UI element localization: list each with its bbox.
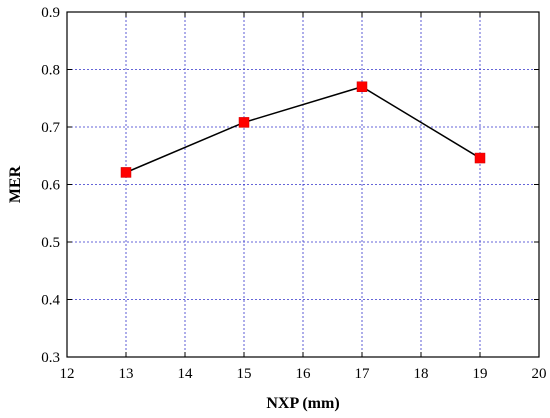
x-tick-label: 13 [119,366,134,382]
x-tick-label: 12 [60,366,75,382]
x-tick-label: 19 [473,366,488,382]
series-line [125,85,481,174]
y-tick-label: 0.7 [41,120,60,136]
data-point [474,152,486,164]
x-tick-label: 15 [237,366,252,382]
y-tick-label: 0.3 [41,350,60,366]
data-point [238,117,250,128]
axis-ticks [66,11,540,358]
x-tick-label: 20 [532,366,547,382]
x-tick-label: 16 [296,366,312,382]
y-axis-tick-labels: 0.3 0.4 0.5 0.6 0.7 0.8 0.9 [41,5,60,366]
data-point [356,81,368,92]
y-tick-label: 0.5 [41,235,60,251]
y-tick-label: 0.6 [41,178,60,194]
series [120,81,486,178]
x-tick-label: 18 [414,366,429,382]
data-point [120,167,132,178]
x-tick-label: 14 [178,366,194,382]
y-axis-label: MER [7,165,24,203]
y-tick-label: 0.9 [41,5,60,21]
y-tick-label: 0.8 [41,63,60,79]
x-axis-tick-labels: 12 13 14 15 16 17 18 19 20 [60,366,547,382]
y-tick-label: 0.4 [41,293,60,309]
grid [67,12,539,357]
x-axis-label: NXP (mm) [266,395,339,412]
x-tick-label: 17 [355,366,371,382]
